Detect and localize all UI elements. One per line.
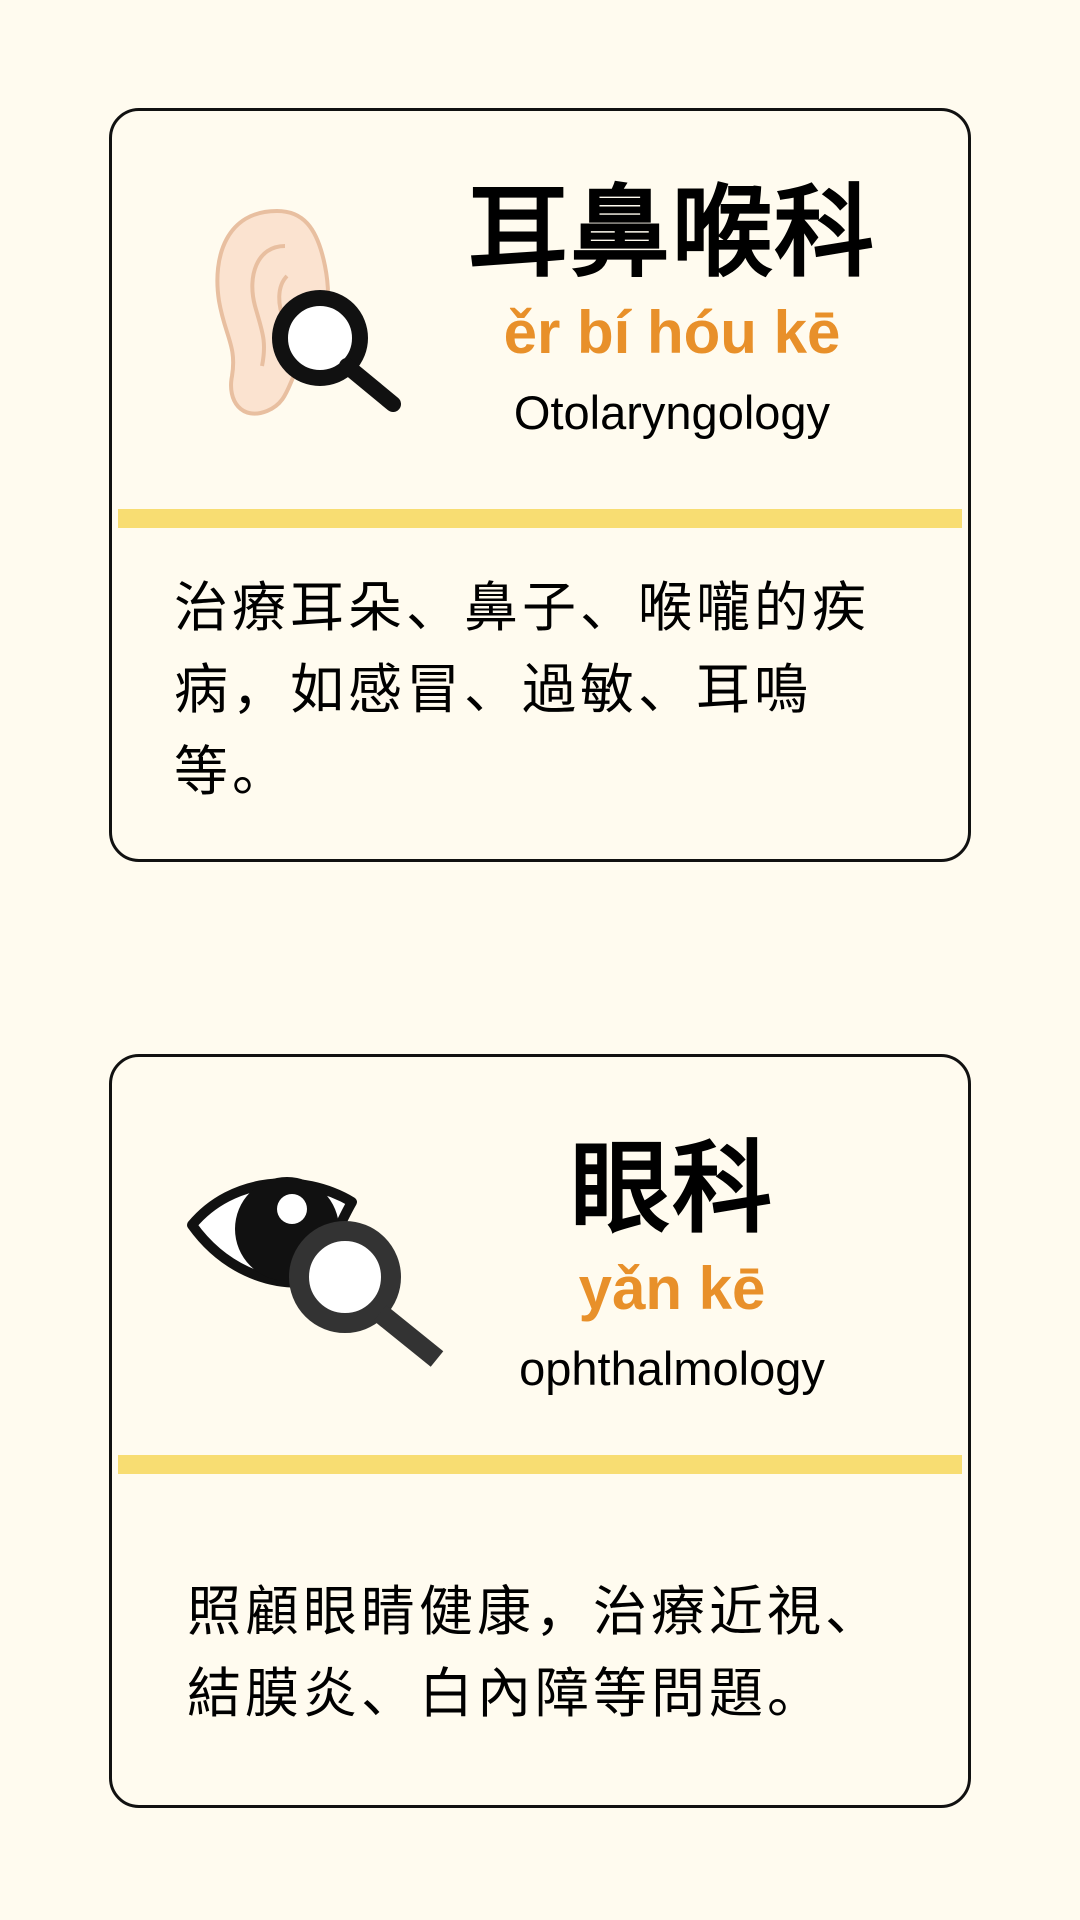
eye-magnifier-icon xyxy=(187,1167,447,1377)
department-description: 照顧眼睛健康，治療近視、結膜炎、白內障等問題。 xyxy=(187,1580,883,1725)
department-title: 眼科 xyxy=(570,1130,774,1247)
card-header: 耳鼻喉科 ěr bí hóu kē Otolaryngology xyxy=(112,111,968,511)
department-title: 耳鼻喉科 xyxy=(468,174,876,291)
divider xyxy=(118,1455,962,1474)
department-pinyin: ěr bí hóu kē xyxy=(503,299,841,366)
ear-magnifier-icon xyxy=(207,206,417,436)
department-name-block: 眼科 yǎn kē ophthalmology xyxy=(442,1129,902,1403)
department-english: Otolaryngology xyxy=(513,386,831,439)
department-pinyin: yǎn kē xyxy=(578,1255,766,1322)
card-header: 眼科 yǎn kē ophthalmology xyxy=(112,1057,968,1457)
department-english: ophthalmology xyxy=(519,1342,825,1395)
department-card-ent[interactable]: 耳鼻喉科 ěr bí hóu kē Otolaryngology 治療耳朵、鼻子… xyxy=(109,108,971,862)
department-description: 治療耳朵、鼻子、喉嚨的疾病，如感冒、過敏、耳鳴等。 xyxy=(174,576,870,803)
department-name-block: 耳鼻喉科 ěr bí hóu kē Otolaryngology xyxy=(442,173,902,447)
divider xyxy=(118,509,962,528)
department-card-ophthalmology[interactable]: 眼科 yǎn kē ophthalmology 照顧眼睛健康，治療近視、結膜炎、… xyxy=(109,1054,971,1808)
